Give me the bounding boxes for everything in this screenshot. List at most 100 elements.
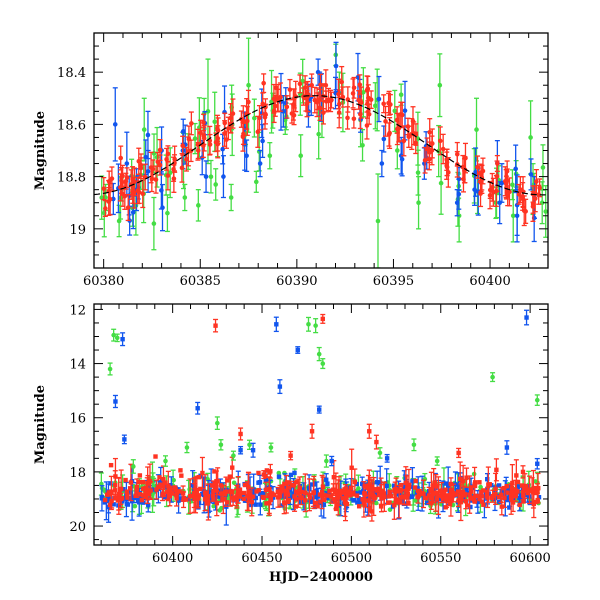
blue-data-point bbox=[160, 205, 165, 210]
red-data-point bbox=[201, 143, 206, 148]
red-data-point bbox=[499, 504, 505, 509]
red-data-point bbox=[356, 504, 362, 509]
blue-data-point bbox=[179, 496, 184, 501]
red-data-point bbox=[293, 497, 299, 502]
red-data-point bbox=[334, 491, 339, 496]
model-light-curve bbox=[94, 95, 548, 196]
red-data-point bbox=[333, 488, 339, 494]
red-data-point bbox=[224, 500, 230, 505]
y-tick-label: 20 bbox=[69, 520, 86, 535]
blue-data-point bbox=[485, 476, 490, 482]
red-outlier-point bbox=[374, 439, 379, 445]
red-data-point bbox=[136, 158, 142, 164]
blue-data-point bbox=[513, 166, 518, 172]
red-data-point bbox=[309, 82, 315, 88]
green-data-point bbox=[395, 148, 400, 153]
red-data-point bbox=[291, 483, 297, 488]
red-data-point bbox=[339, 79, 345, 85]
red-data-point bbox=[331, 497, 337, 502]
red-data-point bbox=[245, 118, 250, 124]
green-data-point bbox=[165, 210, 170, 216]
red-data-point bbox=[212, 469, 217, 474]
green-outlier-point bbox=[184, 445, 190, 450]
red-data-point bbox=[293, 504, 298, 509]
red-data-point bbox=[366, 95, 371, 101]
red-data-point bbox=[458, 499, 464, 505]
blue-data-point bbox=[384, 483, 389, 489]
y-axis-title: Magnitude bbox=[33, 111, 48, 190]
red-data-point bbox=[141, 479, 146, 485]
blue-data-point bbox=[251, 487, 256, 492]
red-data-point bbox=[427, 129, 433, 135]
red-data-point bbox=[167, 493, 173, 499]
blue-data-point bbox=[456, 191, 462, 197]
red-data-point bbox=[210, 483, 215, 488]
red-data-point bbox=[428, 495, 434, 501]
blue-data-point bbox=[321, 502, 326, 507]
red-data-point bbox=[255, 129, 261, 135]
red-data-point bbox=[515, 479, 521, 485]
red-data-point bbox=[430, 491, 436, 497]
green-outlier-point bbox=[231, 453, 236, 458]
red-data-point bbox=[480, 168, 486, 174]
red-data-point bbox=[348, 485, 354, 491]
red-data-point bbox=[282, 481, 287, 487]
blue-data-point bbox=[473, 169, 478, 175]
red-data-point bbox=[388, 493, 394, 499]
x-tick-label: 60395 bbox=[373, 274, 414, 289]
blue-data-point bbox=[256, 480, 261, 485]
y-tick-label: 16 bbox=[69, 412, 86, 427]
red-data-point bbox=[178, 468, 183, 473]
red-data-point bbox=[241, 496, 246, 502]
blue-data-point bbox=[244, 153, 249, 159]
red-data-point bbox=[262, 114, 268, 120]
blue-data-point bbox=[409, 494, 415, 500]
red-data-point bbox=[108, 462, 114, 468]
red-data-point bbox=[344, 495, 349, 500]
blue-data-point bbox=[377, 481, 383, 486]
blue-outlier-point bbox=[317, 407, 322, 412]
green-outlier-point bbox=[107, 366, 113, 372]
red-data-point bbox=[198, 130, 203, 136]
blue-data-point bbox=[376, 96, 382, 102]
blue-data-point bbox=[333, 63, 339, 69]
blue-data-point bbox=[130, 210, 136, 215]
red-outlier-point bbox=[288, 453, 293, 458]
green-data-point bbox=[192, 136, 198, 141]
red-data-point bbox=[505, 490, 510, 495]
red-data-point bbox=[536, 192, 542, 198]
red-data-point bbox=[426, 493, 432, 498]
red-data-point bbox=[450, 494, 455, 499]
red-data-point bbox=[195, 142, 201, 148]
red-data-point bbox=[150, 166, 156, 172]
red-data-point bbox=[218, 491, 224, 496]
blue-outlier-point bbox=[274, 322, 279, 327]
blue-data-point bbox=[124, 161, 130, 166]
red-data-point bbox=[520, 490, 526, 495]
green-data-point bbox=[415, 136, 421, 141]
blue-data-point bbox=[263, 477, 269, 483]
red-data-point bbox=[201, 120, 206, 125]
red-data-point bbox=[261, 80, 266, 86]
red-data-point bbox=[385, 500, 391, 505]
blue-outlier-point bbox=[277, 384, 283, 389]
red-data-point bbox=[249, 499, 254, 505]
blue-data-point bbox=[119, 499, 125, 504]
red-data-point bbox=[502, 495, 507, 500]
red-data-point bbox=[473, 493, 478, 499]
red-data-point bbox=[381, 101, 387, 107]
red-data-point bbox=[534, 490, 540, 495]
green-data-point bbox=[543, 209, 548, 214]
y-tick-label: 18.8 bbox=[57, 171, 86, 186]
red-data-point bbox=[317, 492, 323, 497]
red-data-point bbox=[513, 488, 518, 494]
blue-data-point bbox=[446, 483, 451, 488]
red-data-point bbox=[479, 499, 485, 504]
blue-data-point bbox=[353, 490, 358, 496]
red-data-point bbox=[448, 490, 454, 495]
blue-data-point bbox=[287, 487, 293, 493]
red-data-point bbox=[336, 495, 341, 500]
red-data-point bbox=[472, 483, 478, 489]
green-data-point bbox=[298, 153, 304, 159]
blue-data-point bbox=[309, 482, 314, 487]
